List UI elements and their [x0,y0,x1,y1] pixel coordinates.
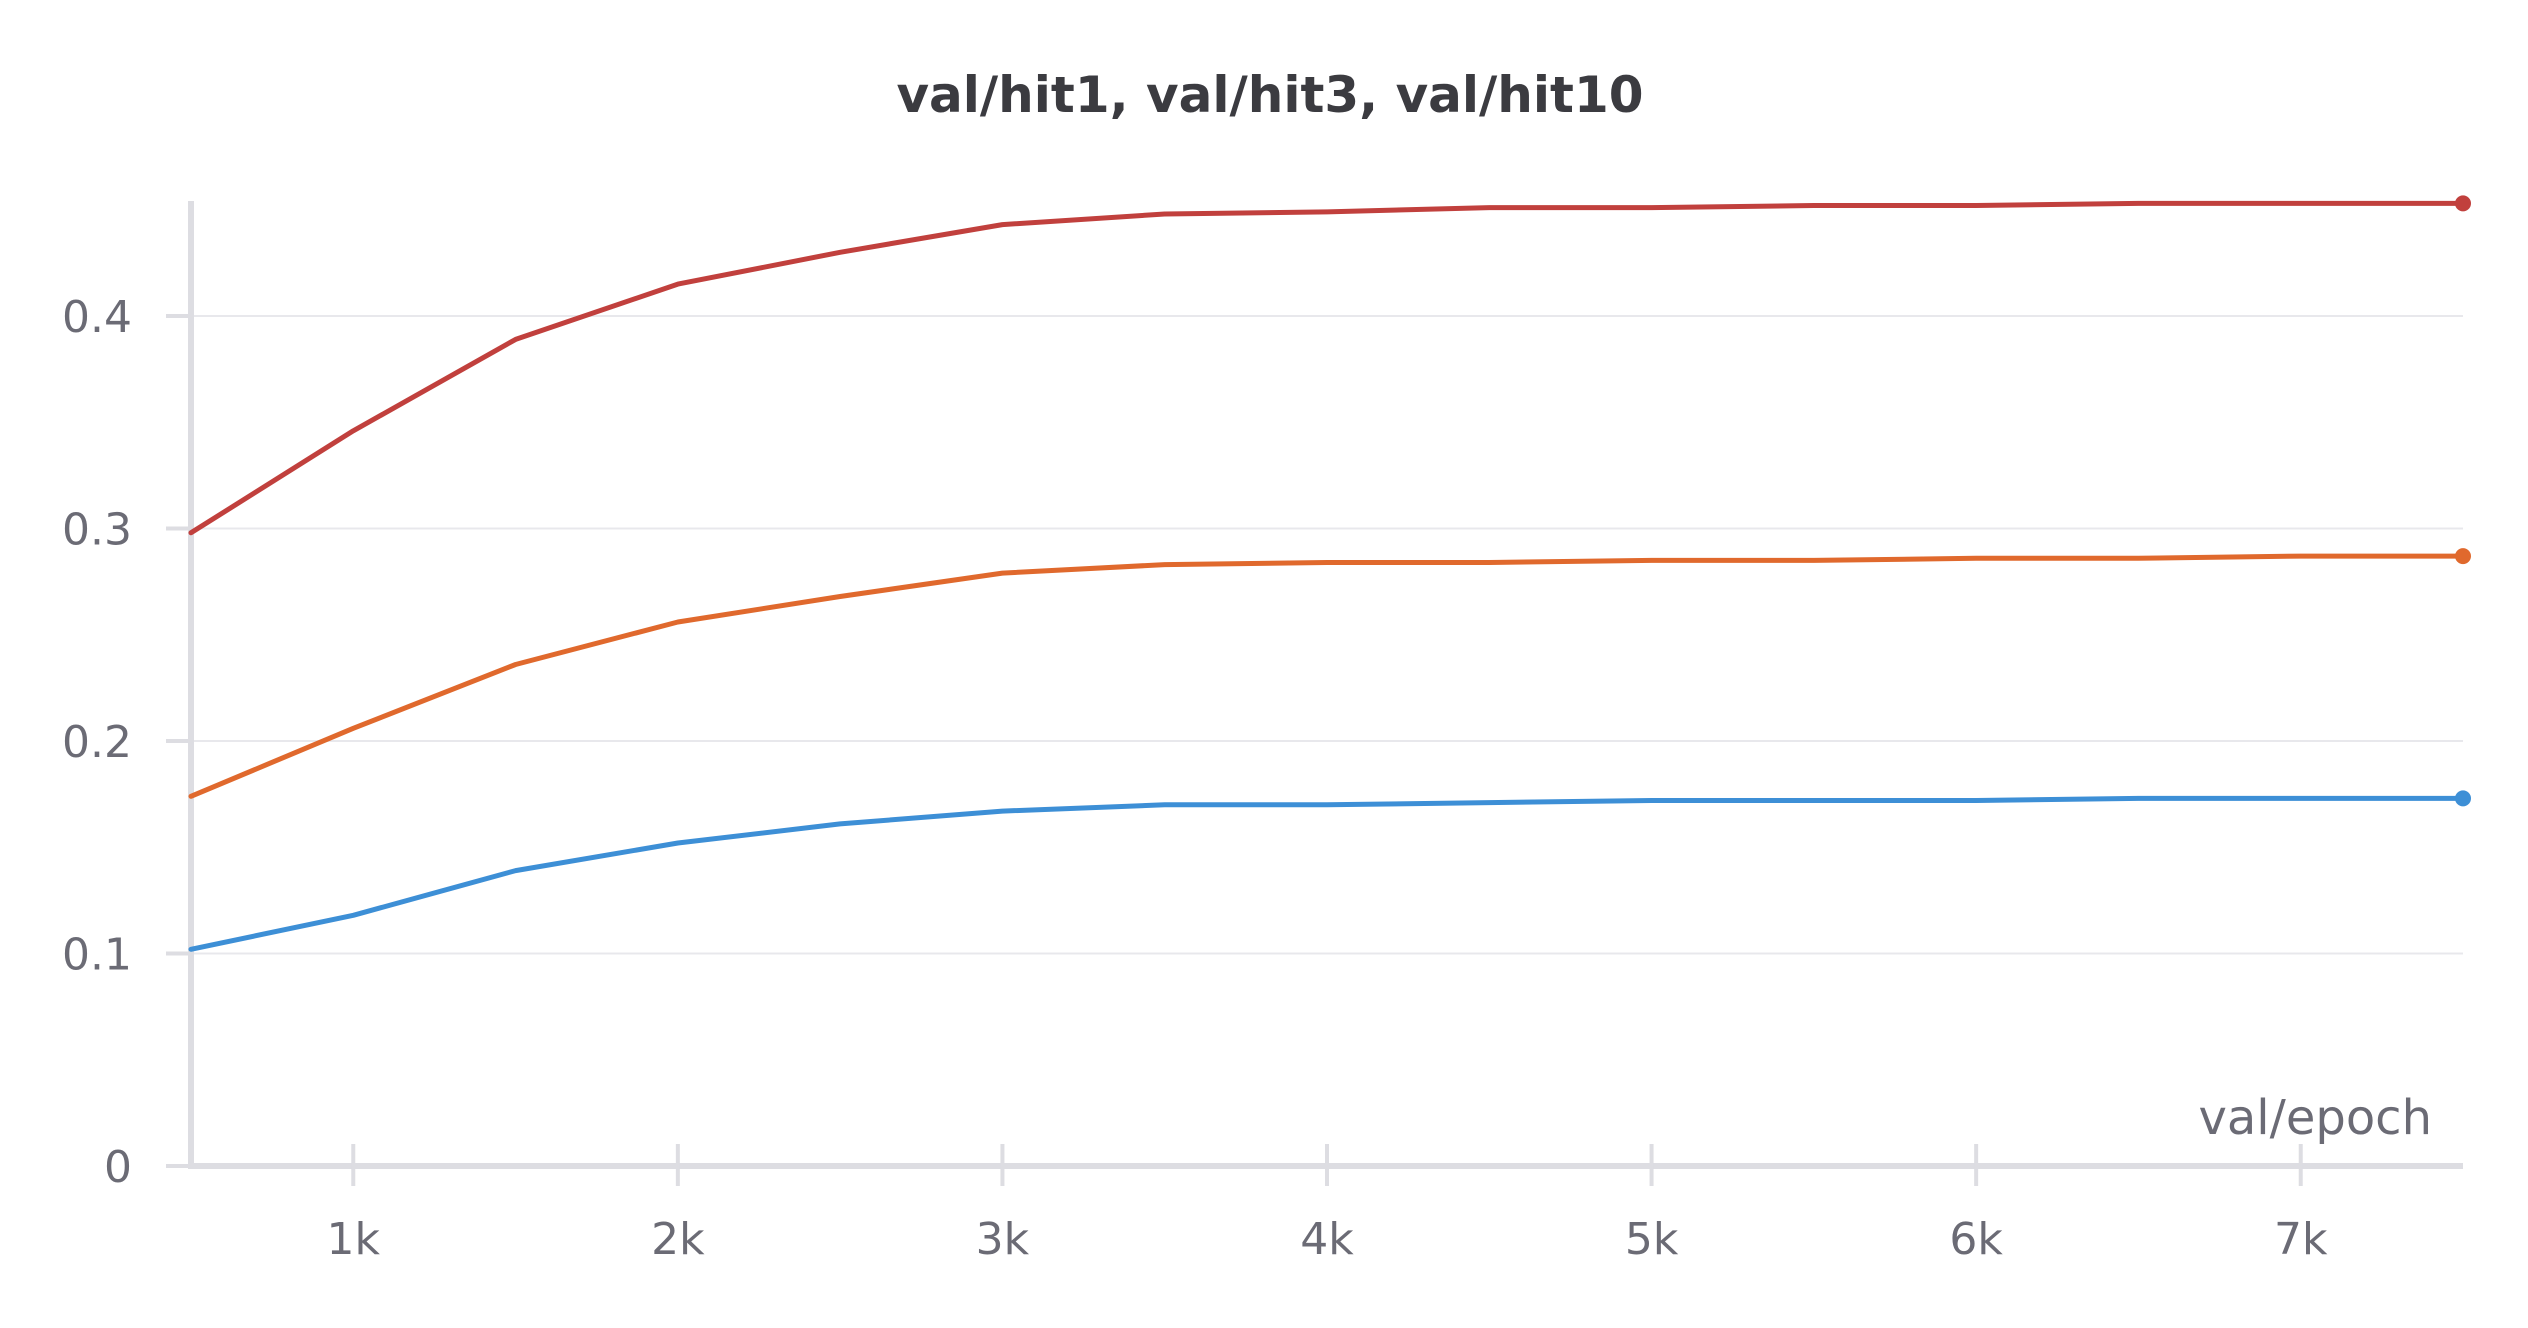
y-tick-label: 0.1 [62,930,132,981]
y-tick-label: 0.2 [62,717,132,768]
axis-layer: 0 0.1 0.2 0.3 0.4 1k 2k 3k 4k 5k 6k 7k [62,201,2463,1265]
x-tick-label: 2k [651,1214,705,1265]
y-tick-label: 0 [104,1142,132,1193]
series-line-bottom [188,795,2466,952]
x-tick-label: 4k [1300,1214,1354,1265]
x-tick-label: 5k [1625,1214,1679,1265]
series-layer [188,195,2471,952]
x-tick-label: 6k [1949,1214,2003,1265]
series-line-top [188,200,2466,536]
x-tick-label: 7k [2274,1214,2328,1265]
y-tick-label: 0.3 [62,505,132,556]
x-axis-label: val/epoch [2198,1090,2432,1146]
series-end-point[interactable] [2455,195,2471,212]
chart-title: val/hit1, val/hit3, val/hit10 [896,66,1643,124]
grid-layer [166,315,2463,955]
x-tick-label: 1k [327,1214,381,1265]
y-tick-label: 0.4 [62,292,132,343]
series-line-middle [188,553,2466,799]
x-tick-label: 3k [976,1214,1030,1265]
series-end-point[interactable] [2455,548,2471,565]
series-end-point[interactable] [2455,790,2471,807]
